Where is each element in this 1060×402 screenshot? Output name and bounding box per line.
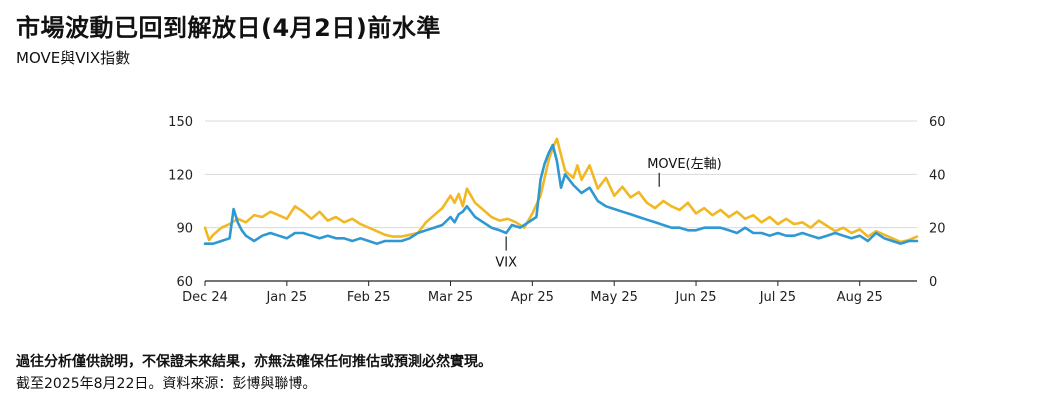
x-axis-tick-label: Apr 25 (511, 290, 554, 305)
left-axis-tick-label: 150 (168, 115, 193, 130)
annotation-label-vix: VIX (495, 256, 517, 271)
right-axis-tick-label: 40 (929, 168, 946, 183)
x-axis-tick-label: Jan 25 (265, 290, 307, 305)
source-text: 截至2025年8月22日。資料來源：彭博與聯博。 (16, 376, 317, 392)
left-axis-tick-label: 60 (176, 275, 193, 290)
x-axis-tick-label: Jun 25 (675, 290, 717, 305)
x-axis-tick-label: Dec 24 (182, 290, 228, 305)
chart-title: 市場波動已回到解放日(4月2日)前水準 (16, 14, 441, 42)
chart-subtitle: MOVE與VIX指數 (16, 49, 131, 67)
disclaimer-text: 過往分析僅供說明，不保證未來結果，亦無法確保任何推估或預測必然實現。 (16, 354, 492, 370)
x-axis-tick-label: Mar 25 (428, 290, 473, 305)
series-lines (203, 137, 919, 245)
x-axis-tick-label: Jul 25 (759, 290, 796, 305)
series-line-vix (203, 143, 919, 245)
x-axis-ticks: Dec 24 Jan 25 Feb 25 Mar 25 Apr 25 May 25 Jun … (182, 281, 883, 305)
left-axis-tick-label: 120 (168, 168, 193, 183)
right-axis-ticks: 0 20 40 60 (929, 115, 946, 290)
left-axis-tick-label: 90 (176, 222, 193, 237)
x-axis-tick-label: Feb 25 (347, 290, 391, 305)
annotations: MOVE(左軸) VIX (495, 157, 721, 271)
x-axis-tick-label: Aug 25 (837, 290, 883, 305)
x-axis-tick-label: May 25 (590, 290, 638, 305)
line-chart: 60 90 120 150 0 20 40 60 Dec 24 Jan 25 Feb 25 Mar… (168, 115, 946, 305)
annotation-label-move: MOVE(左軸) (647, 157, 721, 172)
grid-lines (205, 120, 917, 282)
right-axis-tick-label: 20 (929, 222, 946, 237)
left-axis-ticks: 60 90 120 150 (168, 115, 193, 290)
series-line-move (203, 137, 919, 244)
right-axis-tick-label: 60 (929, 115, 946, 130)
right-axis-tick-label: 0 (929, 275, 937, 290)
